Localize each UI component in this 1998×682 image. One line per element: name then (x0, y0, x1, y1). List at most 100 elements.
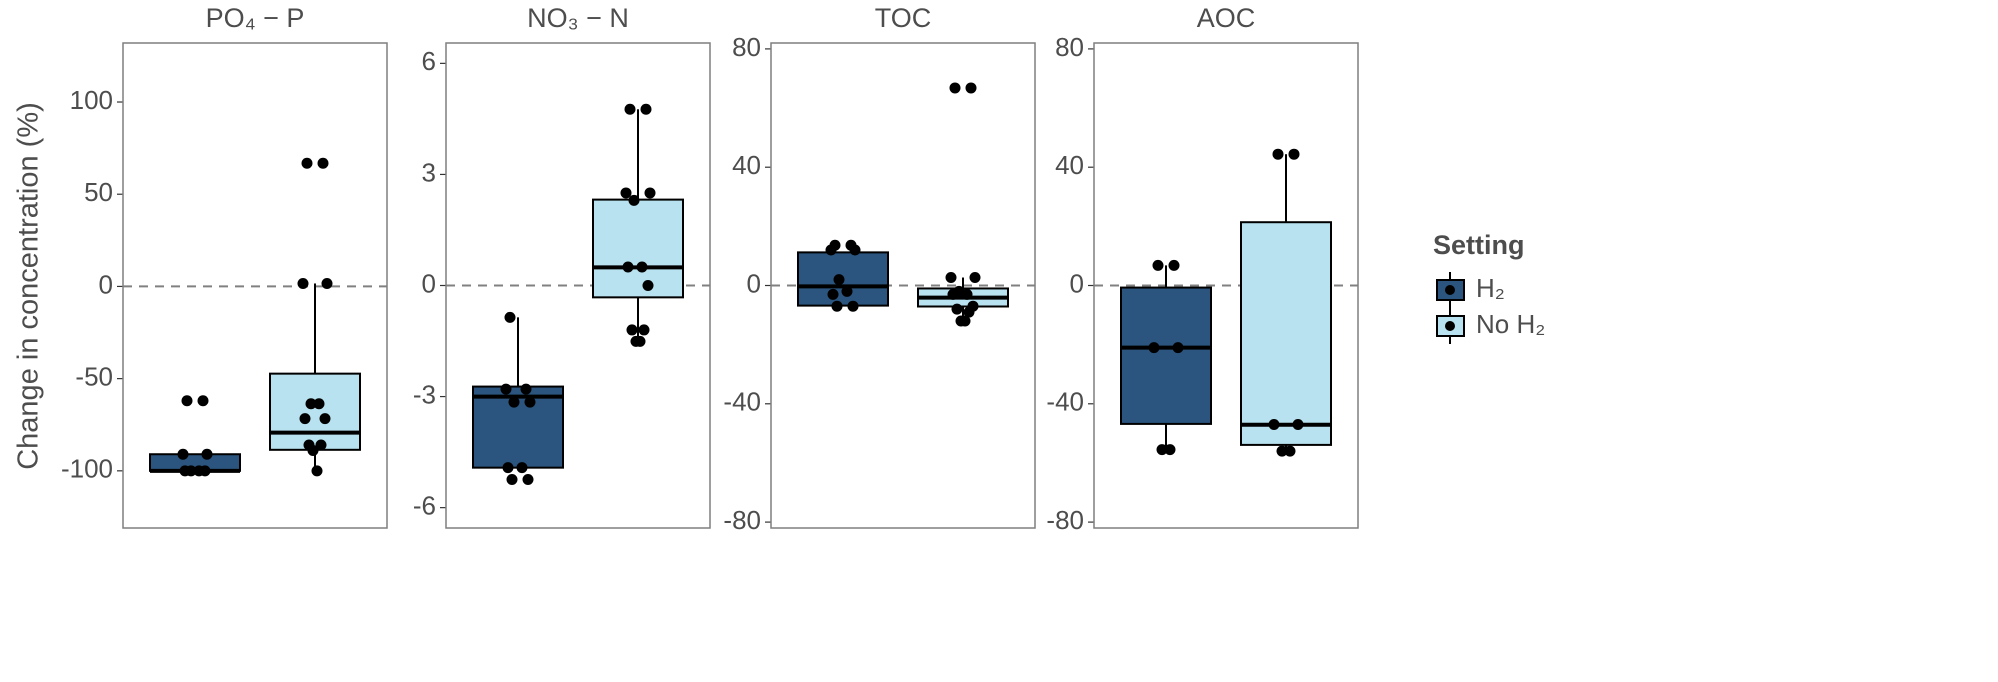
panel-border (770, 42, 1036, 529)
point (524, 396, 536, 408)
point (965, 82, 977, 94)
point (307, 445, 319, 457)
point (969, 272, 981, 284)
legend-title: Setting (1433, 230, 1525, 260)
y-tick-label: -40 (723, 387, 761, 417)
point (636, 261, 648, 273)
y-tick-label: 40 (1055, 150, 1084, 180)
point (963, 306, 975, 318)
legend-label: H₂ (1476, 273, 1505, 303)
y-tick-label: -100 (61, 454, 113, 484)
point (177, 448, 189, 460)
box (269, 372, 361, 451)
point (197, 395, 209, 407)
panel-border (445, 42, 711, 529)
point (634, 335, 646, 347)
y-tick-label: 80 (1055, 32, 1084, 62)
y-axis-label: Change in concentration (%) (13, 102, 45, 470)
point (1292, 418, 1304, 430)
point (1268, 418, 1280, 430)
point (297, 277, 309, 289)
point (640, 103, 652, 115)
point (506, 474, 518, 485)
point (1168, 259, 1180, 271)
y-tick-label: 40 (732, 150, 761, 180)
point (1276, 445, 1288, 457)
y-tick-label: -6 (413, 491, 436, 521)
legend-key-point (1445, 321, 1455, 331)
facet-title: PO₄ − P (206, 3, 305, 33)
point (305, 398, 317, 410)
point (301, 157, 313, 169)
legend-key-point (1445, 285, 1455, 295)
y-tick-label: 3 (422, 157, 436, 187)
point (311, 465, 323, 477)
point (1284, 445, 1296, 457)
box (1240, 221, 1332, 446)
legend-label: No H₂ (1476, 309, 1545, 339)
point (315, 439, 327, 451)
facet-title: NO₃ − N (527, 3, 629, 33)
point (959, 315, 971, 327)
point (317, 157, 329, 169)
point (520, 383, 532, 395)
point (522, 474, 534, 485)
point (179, 465, 191, 477)
point (951, 303, 963, 315)
point (827, 288, 839, 300)
facet-title: AOC (1197, 3, 1256, 33)
point (321, 277, 333, 289)
panel-border (122, 42, 388, 529)
point (199, 465, 211, 477)
point (620, 187, 632, 199)
point (628, 194, 640, 206)
y-tick-label: -80 (1046, 505, 1084, 535)
y-tick-label: 100 (70, 85, 113, 115)
point (500, 383, 512, 395)
point (1164, 444, 1176, 456)
y-tick-label: 0 (1070, 268, 1084, 298)
y-tick-label: 80 (732, 32, 761, 62)
point (1172, 342, 1184, 354)
point (516, 462, 528, 474)
box (1120, 286, 1212, 425)
y-tick-label: -50 (75, 362, 113, 392)
point (831, 300, 843, 312)
point (644, 187, 656, 199)
point (201, 448, 213, 460)
point (508, 396, 520, 408)
y-tick-label: 0 (747, 268, 761, 298)
point (1152, 259, 1164, 271)
point (502, 462, 514, 474)
point (299, 413, 311, 425)
point (313, 398, 325, 410)
panel-border (1093, 42, 1359, 529)
point (504, 311, 516, 323)
point (833, 274, 845, 286)
point (1148, 342, 1160, 354)
y-tick-label: 6 (422, 46, 436, 76)
point (945, 272, 957, 284)
box (592, 198, 684, 299)
point (181, 395, 193, 407)
facet-title: TOC (875, 3, 932, 33)
point (825, 244, 837, 256)
point (1156, 444, 1168, 456)
point (1288, 148, 1300, 160)
y-tick-label: 0 (99, 269, 113, 299)
point (626, 324, 638, 336)
y-tick-label: 50 (84, 177, 113, 207)
point (961, 288, 973, 300)
point (841, 285, 853, 297)
point (638, 324, 650, 336)
point (847, 300, 859, 312)
y-tick-label: 0 (422, 268, 436, 298)
y-tick-label: -40 (1046, 387, 1084, 417)
point (642, 280, 654, 291)
point (949, 82, 961, 94)
point (849, 244, 861, 256)
point (622, 261, 634, 273)
point (624, 103, 636, 115)
point (947, 288, 959, 300)
